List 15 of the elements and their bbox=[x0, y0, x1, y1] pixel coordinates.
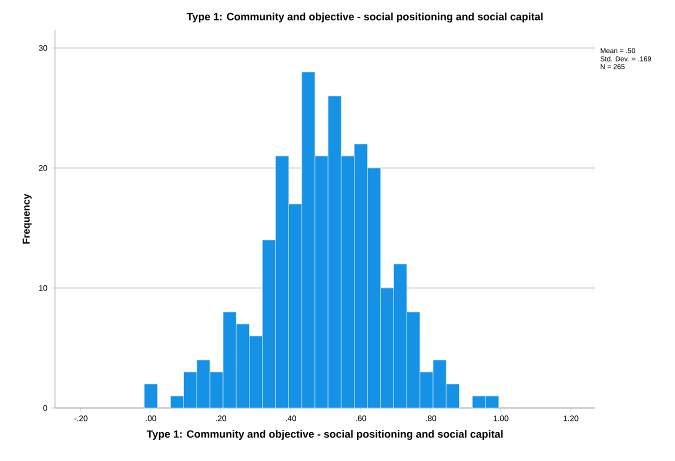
x-tick-label: .00 bbox=[146, 416, 156, 422]
y-tick-label: 20 bbox=[38, 165, 48, 171]
x-tick-label: .20 bbox=[216, 416, 226, 422]
chart-title: Type 1: Community and objective - social positioning and social capital bbox=[186, 12, 543, 22]
x-tick-label: .40 bbox=[286, 416, 296, 422]
x-tick-label: .60 bbox=[356, 416, 366, 422]
y-axis-title: Frequency bbox=[22, 194, 32, 244]
y-tick-label: 10 bbox=[39, 285, 48, 291]
x-tick-label: -.20 bbox=[74, 416, 88, 422]
x-tick-label: 1.00 bbox=[494, 416, 508, 422]
y-tick-label: 0 bbox=[43, 405, 48, 411]
x-tick-label: .80 bbox=[426, 416, 436, 422]
x-tick-label: 1.20 bbox=[564, 416, 578, 422]
y-tick-label: 30 bbox=[38, 45, 48, 51]
x-axis-title: Type 1: Community and objective - social positioning and social capital bbox=[146, 430, 503, 440]
